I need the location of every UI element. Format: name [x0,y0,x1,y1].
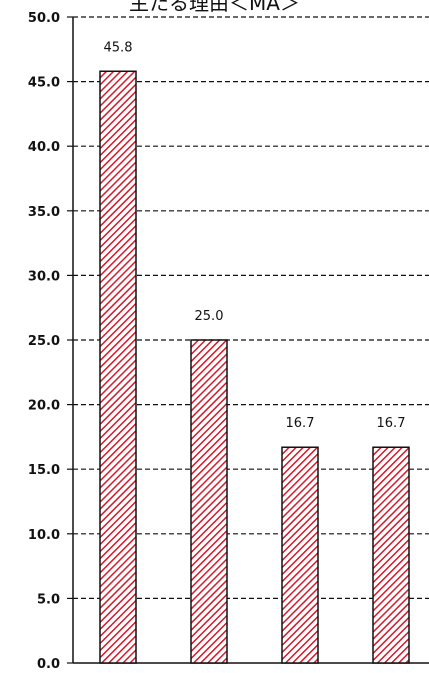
data-label: 16.7 [377,416,406,431]
bar [372,446,410,664]
y-tick-label: 5.0 [37,592,60,607]
bar [281,446,319,664]
y-tick-label: 25.0 [28,334,60,349]
y-tick-label: 40.0 [28,140,60,155]
chart-title: 主たる理由＜MA＞ [129,0,300,15]
data-label: 16.7 [286,416,315,431]
y-tick-label: 20.0 [28,399,60,414]
y-tick-label: 0.0 [37,657,60,672]
data-label: 45.8 [104,40,133,55]
y-tick-label: 45.0 [28,76,60,91]
y-tick-label: 35.0 [28,205,60,220]
y-tick-label: 30.0 [28,269,60,284]
y-tick-label: 10.0 [28,528,60,543]
y-tick-label: 50.0 [28,11,60,26]
bar [190,339,228,664]
data-label: 25.0 [195,309,224,324]
bar [99,70,137,664]
y-tick-label: 15.0 [28,463,60,478]
